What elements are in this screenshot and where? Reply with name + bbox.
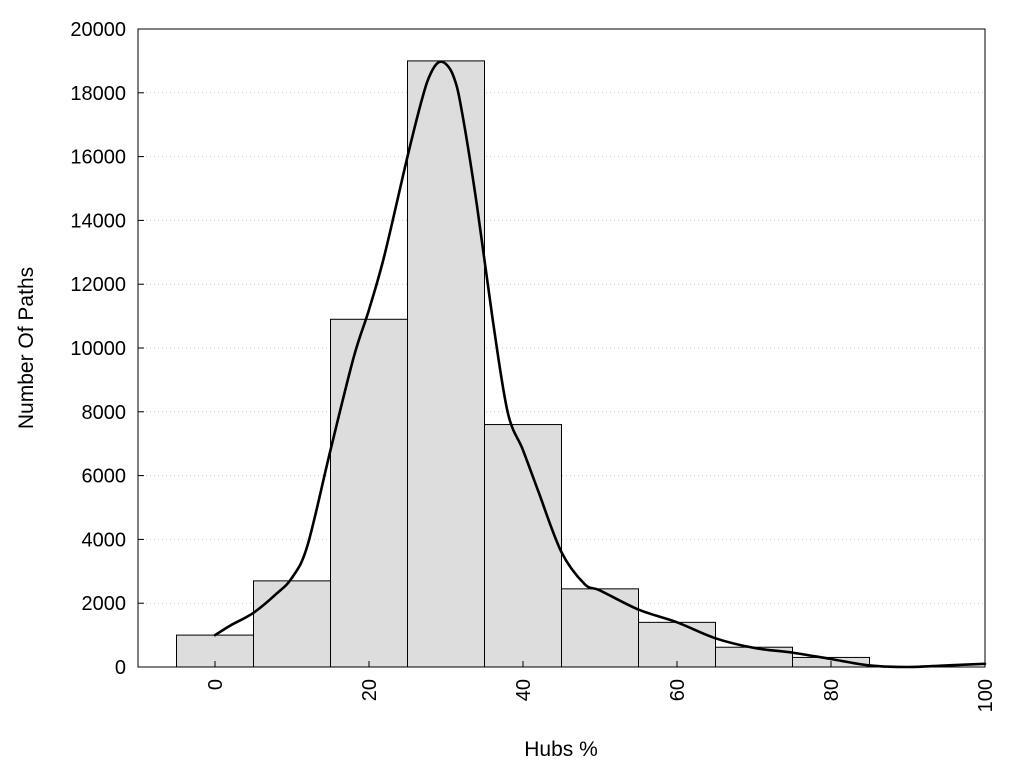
y-tick-label: 8000 <box>82 402 127 424</box>
histogram-bar <box>484 424 562 668</box>
y-tick-label: 6000 <box>82 466 127 488</box>
x-tick-label: 20 <box>359 679 381 701</box>
y-tick-label: 10000 <box>70 338 126 360</box>
x-axis-ticks: 0 20 40 60 80 100 <box>205 661 997 712</box>
x-axis-title: Hubs % <box>524 738 598 761</box>
histogram-bar <box>561 588 639 668</box>
x-tick-label: 40 <box>513 679 535 701</box>
histogram-bar <box>407 60 485 668</box>
histogram-bar <box>638 621 716 668</box>
x-tick-label: 0 <box>205 679 227 690</box>
histogram-bar <box>253 580 331 668</box>
y-axis-ticks: 0 2000 4000 6000 8000 10000 12000 14000 16000 180… <box>70 19 144 679</box>
y-tick-label: 4000 <box>82 529 127 551</box>
y-tick-label: 14000 <box>70 210 126 232</box>
x-tick-label: 60 <box>667 679 689 701</box>
y-axis-title: Number Of Paths <box>15 267 38 429</box>
density-curve-group <box>213 60 987 669</box>
x-tick-label: 100 <box>975 679 997 712</box>
y-tick-label: 20000 <box>70 19 126 41</box>
bars <box>176 60 870 668</box>
y-tick-label: 0 <box>115 657 126 679</box>
y-tick-label: 16000 <box>70 147 126 169</box>
density-curve <box>213 60 987 669</box>
x-tick-label: 80 <box>821 679 843 701</box>
histogram-bar <box>330 318 408 668</box>
y-tick-label: 12000 <box>70 274 126 296</box>
y-tick-label: 18000 <box>70 83 126 105</box>
y-tick-label: 2000 <box>82 593 127 615</box>
